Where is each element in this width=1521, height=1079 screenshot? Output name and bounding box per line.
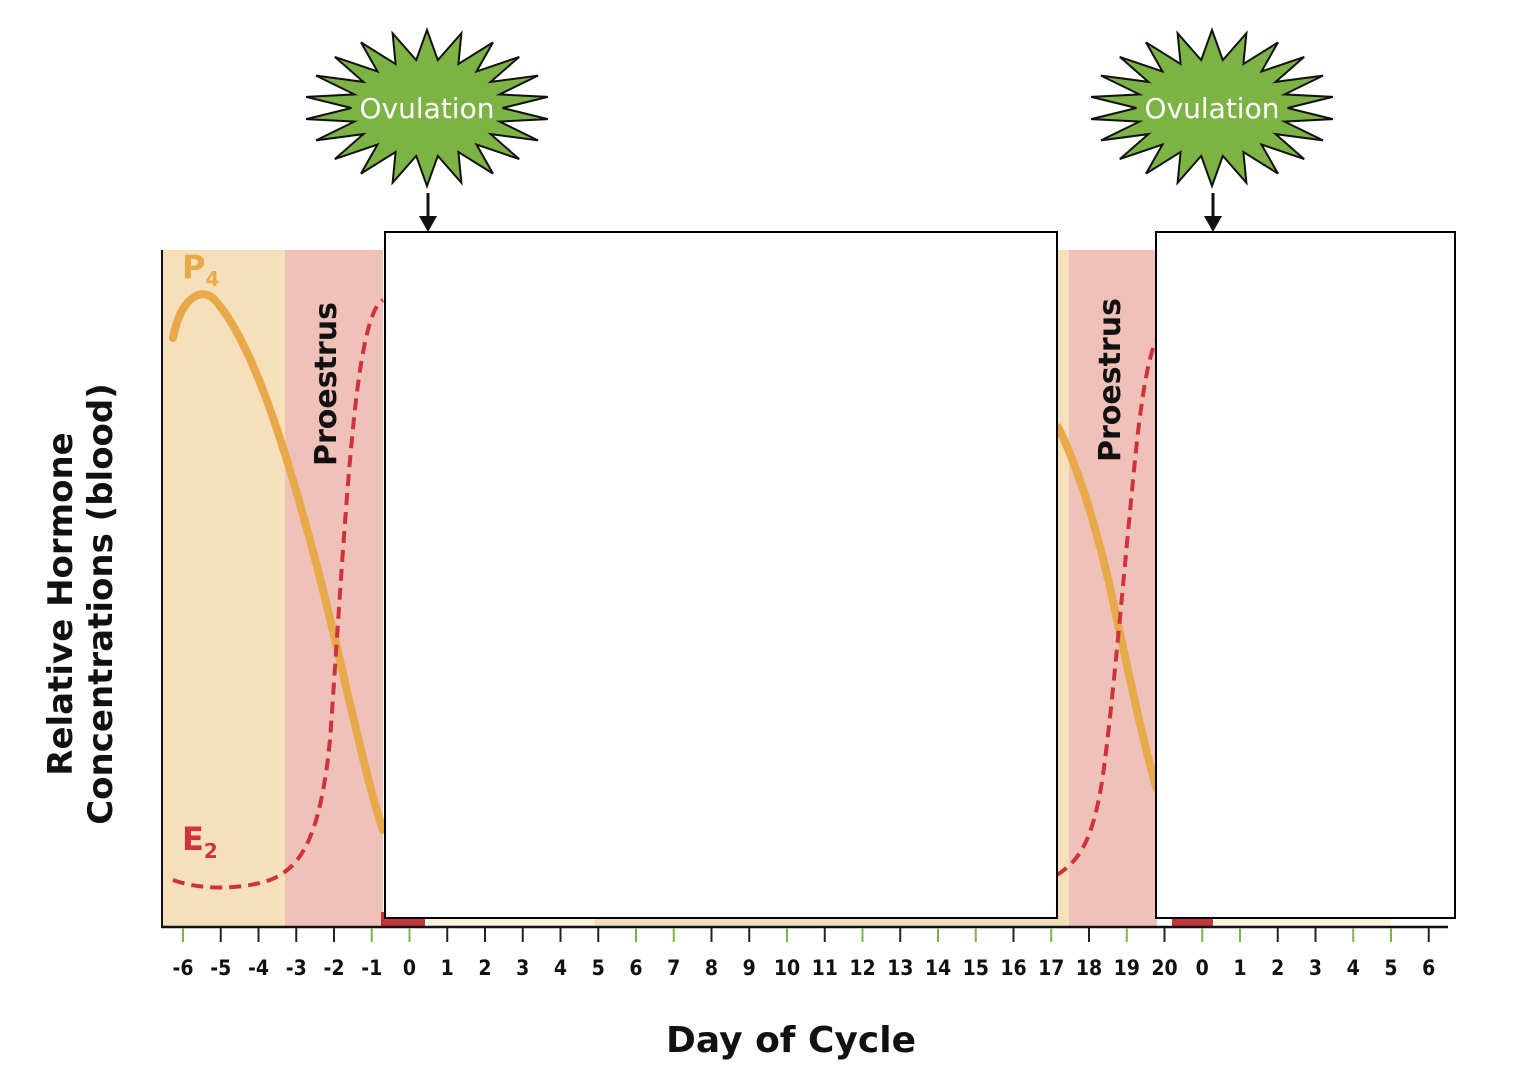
x-tick-label: 19 [1114,956,1140,980]
y-axis-title-line2: Concentrations (blood) [81,383,121,825]
x-tick-label: 6 [1422,956,1435,980]
x-tick-label: 8 [705,956,718,980]
x-tick-label: 4 [554,956,567,980]
p4-label: P4 [182,248,219,291]
x-tick-label: 5 [1384,956,1397,980]
x-tick-label: -4 [248,956,269,980]
x-tick-label: -3 [286,956,307,980]
x-tick-label: 2 [478,956,491,980]
x-tick-label: 11 [812,956,838,980]
ovulation-label: Ovulation [360,92,495,125]
proestrus-label-left: Proestrus [309,302,344,466]
x-tick-label: 12 [849,956,875,980]
x-tick-label: 15 [963,956,989,980]
metestrus-strip-right [1215,916,1390,926]
proestrus-label-right: Proestrus [1093,298,1128,462]
x-tick-label: 10 [774,956,800,980]
x-tick-label: 13 [887,956,913,980]
proestrus-band-left [285,250,383,926]
x-tick-label: -2 [324,956,345,980]
x-tick-label: 3 [516,956,529,980]
ovulation-starburst-2: Ovulation [1090,27,1334,232]
ovulation-label: Ovulation [1145,92,1280,125]
arrow-down-icon [419,216,437,232]
x-tick-label: 2 [1271,956,1284,980]
x-tick-label: -6 [173,956,194,980]
diestrus-band-left [162,250,285,926]
hidden-region-box-1 [384,231,1058,919]
x-tick-label: 0 [403,956,416,980]
e2-curve-left [172,298,385,890]
hidden-region-box-2 [1155,231,1456,919]
x-tick-label: 7 [667,956,680,980]
x-tick-label: 5 [592,956,605,980]
x-tick-label: 1 [1233,956,1246,980]
x-tick-label: 3 [1309,956,1322,980]
x-tick-label: 18 [1076,956,1102,980]
x-tick-label: 9 [743,956,756,980]
x-axis-title: Day of Cycle [666,1020,916,1061]
x-tick-label: 14 [925,956,951,980]
x-tick-label: -1 [361,956,382,980]
diestrus-strip-mid [595,916,1057,926]
x-tick-label: 17 [1038,956,1064,980]
p4-curve-left [169,290,387,834]
diestrus-band-right [1057,250,1069,926]
x-tick-label: 20 [1151,956,1177,980]
x-tick-label: 4 [1347,956,1360,980]
x-tick-label: 6 [629,956,642,980]
e2-label: E2 [182,820,218,863]
x-tick-label: 16 [1000,956,1026,980]
p4-curve-right [1053,423,1161,792]
starburst-icon [305,27,549,189]
e2-curve-right [1055,338,1159,877]
ovulation-starburst-1: Ovulation [305,27,549,232]
y-axis-title-line1: Relative Hormone [41,432,81,775]
x-tick-label: 1 [441,956,454,980]
x-tick-label: 0 [1196,956,1209,980]
metestrus-strip-left [428,916,595,926]
starburst-icon [1090,27,1334,189]
x-tick-label: -5 [210,956,231,980]
arrow-down-icon [1204,216,1222,232]
